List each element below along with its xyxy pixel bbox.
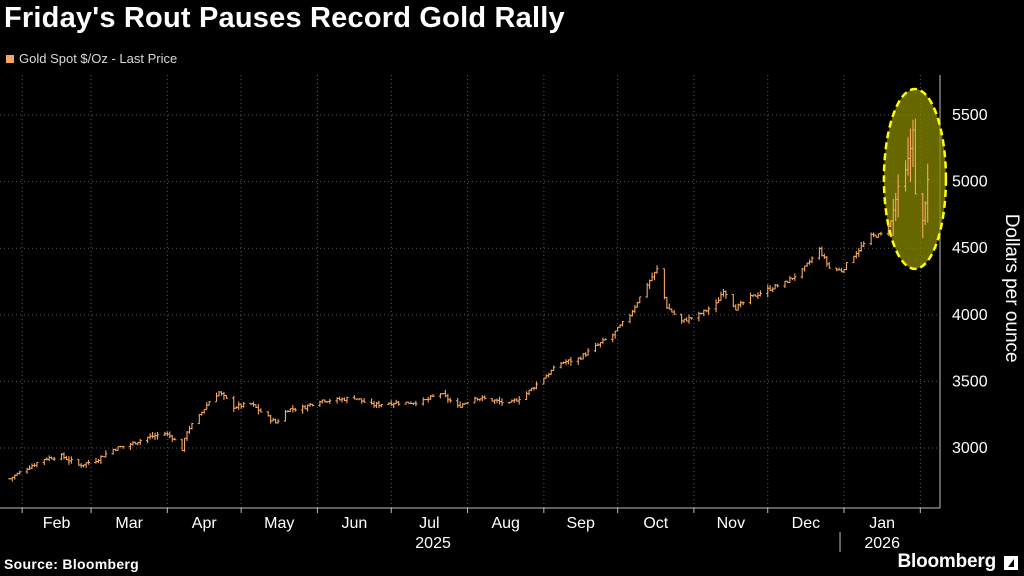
y-tick-label: 3500 (952, 373, 988, 390)
x-tick-label: Sep (566, 515, 595, 532)
x-tick-label: Feb (43, 515, 71, 532)
y-tick-label: 5000 (952, 174, 988, 191)
legend-label: Gold Spot $/Oz - Last Price (19, 51, 178, 66)
y-axis-title: Dollars per ounce (1001, 214, 1022, 363)
x-tick-label: Apr (192, 515, 218, 532)
y-tick-label: 4500 (952, 240, 988, 257)
legend: Gold Spot $/Oz - Last Price (6, 51, 177, 66)
x-tick-label: Jan (869, 515, 895, 532)
y-tick-label: 4000 (952, 307, 988, 324)
legend-swatch (6, 54, 14, 63)
x-tick-label: Dec (792, 515, 820, 532)
x-tick-label: Mar (115, 515, 143, 532)
chart-title: Friday's Rout Pauses Record Gold Rally (4, 2, 565, 34)
y-tick-label: 3000 (952, 440, 988, 457)
x-tick-label: Jun (341, 515, 367, 532)
x-tick-label: Jul (419, 515, 439, 532)
year-label: 2025 (415, 535, 451, 552)
brand-logo-text: Bloomberg (897, 551, 997, 572)
x-tick-label: May (264, 515, 294, 532)
x-tick-label: Nov (717, 515, 745, 532)
source-note: Source: Bloomberg (4, 556, 140, 572)
y-tick-label: 5500 (952, 107, 988, 124)
x-tick-label: Oct (643, 515, 668, 532)
bloomberg-mark-icon (1004, 556, 1018, 570)
year-label: 2026 (864, 535, 900, 552)
x-tick-label: Aug (491, 515, 519, 532)
